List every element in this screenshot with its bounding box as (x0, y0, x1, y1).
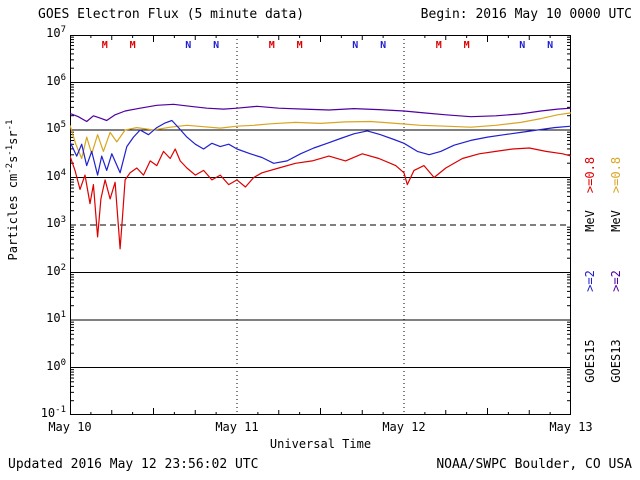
x-tick-label: May 13 (549, 420, 593, 434)
y-tick-label-1e2: 102 (46, 262, 66, 278)
y-tick-label-1e-1: 10-1 (40, 405, 66, 421)
satellite-midnight-marker: M (269, 40, 275, 51)
y-tick-label-1e5: 105 (46, 120, 66, 136)
y-tick-label-1e3: 103 (46, 215, 66, 231)
satellite-noon-marker: N (185, 40, 191, 51)
satellite-noon-marker: N (213, 40, 219, 51)
series-goes13-e08 (70, 112, 571, 160)
legend-goes13-e2-label: >=2 (609, 270, 623, 292)
series-goes15-e08 (70, 147, 571, 250)
legend-goes15-e2-label: >=2 (583, 270, 597, 292)
legend-goes15-satellite-label: GOES15 (583, 339, 597, 383)
begin-timestamp: Begin: 2016 May 10 0000 UTC (420, 7, 632, 22)
y-tick-label-1e6: 106 (46, 72, 66, 88)
plot-title: GOES Electron Flux (5 minute data) (38, 7, 305, 22)
updated-timestamp: Updated 2016 May 12 23:56:02 UTC (8, 457, 259, 472)
satellite-midnight-marker: M (102, 40, 108, 51)
x-tick-label: May 12 (382, 420, 426, 434)
satellite-noon-marker: N (380, 40, 386, 51)
satellite-midnight-marker: M (464, 40, 470, 51)
series-goes15-e2 (70, 119, 571, 176)
legend-goes13-satellite-label: GOES13 (609, 339, 623, 383)
x-tick-label: May 10 (48, 420, 92, 434)
satellite-midnight-marker: M (436, 40, 442, 51)
satellite-noon-marker: N (547, 40, 553, 51)
x-axis-label: Universal Time (269, 437, 372, 451)
source-attribution: NOAA/SWPC Boulder, CO USA (436, 457, 632, 472)
y-tick-label-1e4: 104 (46, 167, 66, 183)
y-tick-label-1e1: 101 (46, 310, 66, 326)
y-tick-label-1e0: 100 (46, 357, 66, 373)
x-tick-label: May 11 (215, 420, 259, 434)
y-tick-label-1e7: 107 (46, 25, 66, 41)
series-goes13-e2 (70, 103, 571, 123)
satellite-midnight-marker: M (130, 40, 136, 51)
satellite-midnight-marker: M (297, 40, 303, 51)
satellite-noon-marker: N (519, 40, 525, 51)
satellite-noon-marker: N (352, 40, 358, 51)
